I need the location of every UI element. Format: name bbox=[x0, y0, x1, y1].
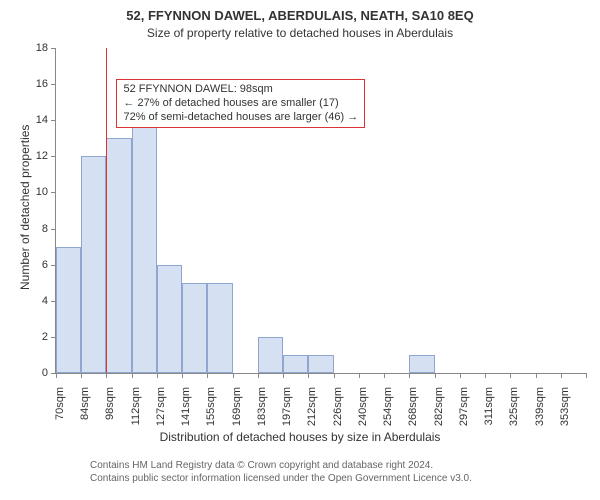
histogram-bar bbox=[106, 138, 131, 373]
x-tick-label: 197sqm bbox=[281, 387, 293, 426]
y-tick-mark bbox=[51, 229, 56, 230]
x-axis-label: Distribution of detached houses by size … bbox=[0, 430, 600, 444]
footnote: Contains HM Land Registry data © Crown c… bbox=[90, 460, 472, 485]
x-tick-mark bbox=[308, 373, 309, 378]
annotation-line2: ← 27% of detached houses are smaller (17… bbox=[123, 96, 358, 110]
chart-title-description: Size of property relative to detached ho… bbox=[0, 26, 600, 40]
x-tick-label: 297sqm bbox=[458, 387, 470, 426]
y-tick-label: 12 bbox=[26, 150, 48, 162]
annotation-line3: 72% of semi-detached houses are larger (… bbox=[123, 110, 358, 124]
x-tick-label: 212sqm bbox=[306, 387, 318, 426]
property-annotation: 52 FFYNNON DAWEL: 98sqm← 27% of detached… bbox=[116, 79, 365, 128]
x-tick-mark bbox=[460, 373, 461, 378]
annotation-line1: 52 FFYNNON DAWEL: 98sqm bbox=[123, 82, 358, 96]
y-tick-label: 8 bbox=[26, 223, 48, 235]
x-tick-mark bbox=[106, 373, 107, 378]
x-tick-mark bbox=[207, 373, 208, 378]
x-tick-label: 254sqm bbox=[382, 387, 394, 426]
y-tick-label: 6 bbox=[26, 259, 48, 271]
histogram-bar bbox=[182, 283, 207, 373]
histogram-bar bbox=[56, 247, 81, 373]
y-tick-mark bbox=[51, 84, 56, 85]
x-tick-label: 169sqm bbox=[231, 387, 243, 426]
y-tick-label: 0 bbox=[26, 367, 48, 379]
x-tick-label: 339sqm bbox=[534, 387, 546, 426]
y-tick-label: 18 bbox=[26, 42, 48, 54]
histogram-bar bbox=[207, 283, 232, 373]
x-tick-label: 70sqm bbox=[54, 387, 66, 420]
x-tick-mark bbox=[561, 373, 562, 378]
x-tick-mark bbox=[132, 373, 133, 378]
x-tick-mark bbox=[359, 373, 360, 378]
x-tick-mark bbox=[435, 373, 436, 378]
x-tick-label: 98sqm bbox=[104, 387, 116, 420]
y-tick-mark bbox=[51, 120, 56, 121]
histogram-bar bbox=[409, 355, 434, 373]
histogram-bar bbox=[283, 355, 308, 373]
x-tick-mark bbox=[81, 373, 82, 378]
x-tick-label: 325sqm bbox=[508, 387, 520, 426]
histogram-bar bbox=[308, 355, 333, 373]
x-tick-label: 311sqm bbox=[483, 387, 495, 425]
x-tick-mark bbox=[510, 373, 511, 378]
x-tick-label: 282sqm bbox=[433, 387, 445, 426]
chart-plot-area: 02468101214161870sqm84sqm98sqm112sqm127s… bbox=[55, 48, 586, 374]
histogram-bar bbox=[81, 156, 106, 373]
x-tick-label: 183sqm bbox=[256, 387, 268, 426]
y-tick-label: 14 bbox=[26, 114, 48, 126]
x-tick-mark bbox=[258, 373, 259, 378]
property-marker-line bbox=[106, 48, 107, 373]
x-tick-mark bbox=[536, 373, 537, 378]
x-tick-label: 268sqm bbox=[407, 387, 419, 426]
x-tick-label: 127sqm bbox=[155, 387, 167, 426]
y-tick-mark bbox=[51, 48, 56, 49]
x-tick-mark bbox=[334, 373, 335, 378]
histogram-bar bbox=[132, 102, 157, 373]
y-tick-label: 2 bbox=[26, 331, 48, 343]
x-tick-label: 226sqm bbox=[332, 387, 344, 426]
x-tick-mark bbox=[157, 373, 158, 378]
footnote-line2: Contains public sector information licen… bbox=[90, 473, 472, 484]
footnote-line1: Contains HM Land Registry data © Crown c… bbox=[90, 460, 433, 471]
x-tick-label: 240sqm bbox=[357, 387, 369, 426]
histogram-bar bbox=[258, 337, 283, 373]
x-tick-mark bbox=[485, 373, 486, 378]
y-tick-mark bbox=[51, 156, 56, 157]
x-tick-label: 112sqm bbox=[130, 387, 142, 425]
x-tick-label: 84sqm bbox=[79, 387, 91, 420]
y-tick-label: 16 bbox=[26, 78, 48, 90]
y-tick-label: 4 bbox=[26, 295, 48, 307]
histogram-bar bbox=[157, 265, 182, 373]
y-tick-mark bbox=[51, 192, 56, 193]
x-tick-label: 353sqm bbox=[559, 387, 571, 426]
chart-title-address: 52, FFYNNON DAWEL, ABERDULAIS, NEATH, SA… bbox=[0, 8, 600, 23]
x-tick-label: 141sqm bbox=[180, 387, 192, 426]
x-tick-label: 155sqm bbox=[205, 387, 217, 426]
x-tick-mark bbox=[586, 373, 587, 378]
x-tick-mark bbox=[384, 373, 385, 378]
y-tick-label: 10 bbox=[26, 186, 48, 198]
x-tick-mark bbox=[182, 373, 183, 378]
x-tick-mark bbox=[283, 373, 284, 378]
x-tick-mark bbox=[233, 373, 234, 378]
x-tick-mark bbox=[56, 373, 57, 378]
x-tick-mark bbox=[409, 373, 410, 378]
